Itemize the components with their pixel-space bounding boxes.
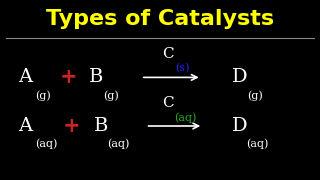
Text: C: C (162, 47, 174, 61)
Text: A: A (19, 117, 33, 135)
Text: D: D (232, 117, 248, 135)
Text: (aq): (aq) (107, 139, 130, 149)
Text: (aq): (aq) (174, 113, 197, 123)
Text: D: D (232, 68, 248, 86)
Text: (aq): (aq) (35, 139, 58, 149)
Text: C: C (162, 96, 174, 110)
Text: +: + (60, 67, 78, 87)
Text: B: B (89, 68, 103, 86)
Text: A: A (19, 68, 33, 86)
Text: B: B (94, 117, 108, 135)
Text: (s): (s) (175, 63, 190, 74)
Text: Types of Catalysts: Types of Catalysts (46, 9, 274, 29)
Text: (g): (g) (103, 90, 119, 101)
Text: (g): (g) (247, 90, 263, 101)
Text: +: + (63, 116, 81, 136)
Text: (g): (g) (35, 90, 51, 101)
Text: (aq): (aq) (246, 139, 269, 149)
